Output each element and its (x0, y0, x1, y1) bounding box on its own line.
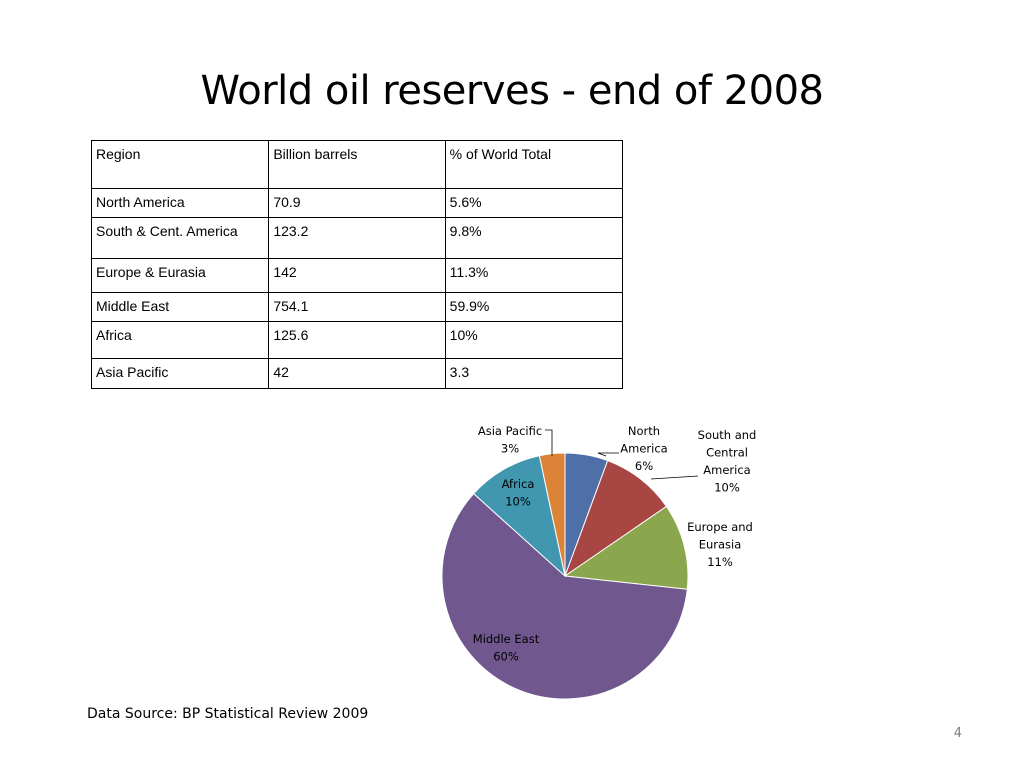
cell-percent: 3.3 (444, 358, 624, 389)
cell-barrels: 125.6 (268, 321, 446, 359)
table-row: Asia Pacific 42 3.3 (90, 358, 624, 389)
leader-line-south-and-central-america (650, 475, 699, 480)
cell-percent: 11.3% (444, 258, 624, 293)
leader-line-north-america (597, 452, 619, 457)
data-label-middle-east: Middle East 60% (473, 632, 540, 664)
reserves-table: Region Billion barrels % of World Total … (90, 140, 624, 389)
cell-percent: 10% (444, 321, 624, 359)
cell-region: Middle East (90, 292, 270, 322)
table-header-row: Region Billion barrels % of World Total (90, 140, 624, 189)
data-label-asia-pacific: Asia Pacific 3% (478, 424, 542, 456)
cell-region: Europe & Eurasia (90, 258, 270, 293)
cell-percent: 9.8% (444, 217, 624, 259)
table-row: North America 70.9 5.6% (90, 188, 624, 218)
leader-line-asia-pacific (545, 429, 553, 456)
cell-region: Africa (90, 321, 270, 359)
pie-slice-middle-east (441, 492, 688, 700)
table-row: Europe & Eurasia 142 11.3% (90, 258, 624, 293)
page-number: 4 (953, 726, 962, 741)
cell-region: Asia Pacific (90, 358, 270, 389)
header-percent-world-total: % of World Total (444, 140, 624, 189)
table-row: Middle East 754.1 59.9% (90, 292, 624, 322)
cell-barrels: 142 (268, 258, 446, 293)
slide-title: World oil reserves - end of 2008 (200, 68, 824, 114)
cell-barrels: 42 (268, 358, 446, 389)
data-label-europe-and-eurasia: Europe and Eurasia 11% (687, 520, 753, 569)
data-label-south-and-central-america: South and Central America 10% (698, 428, 757, 495)
data-label-north-america: North America 6% (620, 424, 667, 473)
table-row: Africa 125.6 10% (90, 321, 624, 359)
cell-region: South & Cent. America (90, 217, 270, 259)
cell-barrels: 70.9 (268, 188, 446, 218)
pie-slice-africa (472, 455, 566, 578)
table-row: South & Cent. America 123.2 9.8% (90, 217, 624, 259)
cell-percent: 5.6% (444, 188, 624, 218)
header-billion-barrels: Billion barrels (268, 140, 446, 189)
pie-slice-europe-and-eurasia (563, 505, 689, 590)
table-body: Region Billion barrels % of World Total … (90, 140, 624, 389)
header-region: Region (90, 140, 270, 189)
pie-slice-south-and-central-america (563, 459, 668, 578)
data-label-africa: Africa 10% (502, 477, 535, 509)
data-source-note: Data Source: BP Statistical Review 2009 (87, 706, 369, 722)
cell-percent: 59.9% (444, 292, 624, 322)
